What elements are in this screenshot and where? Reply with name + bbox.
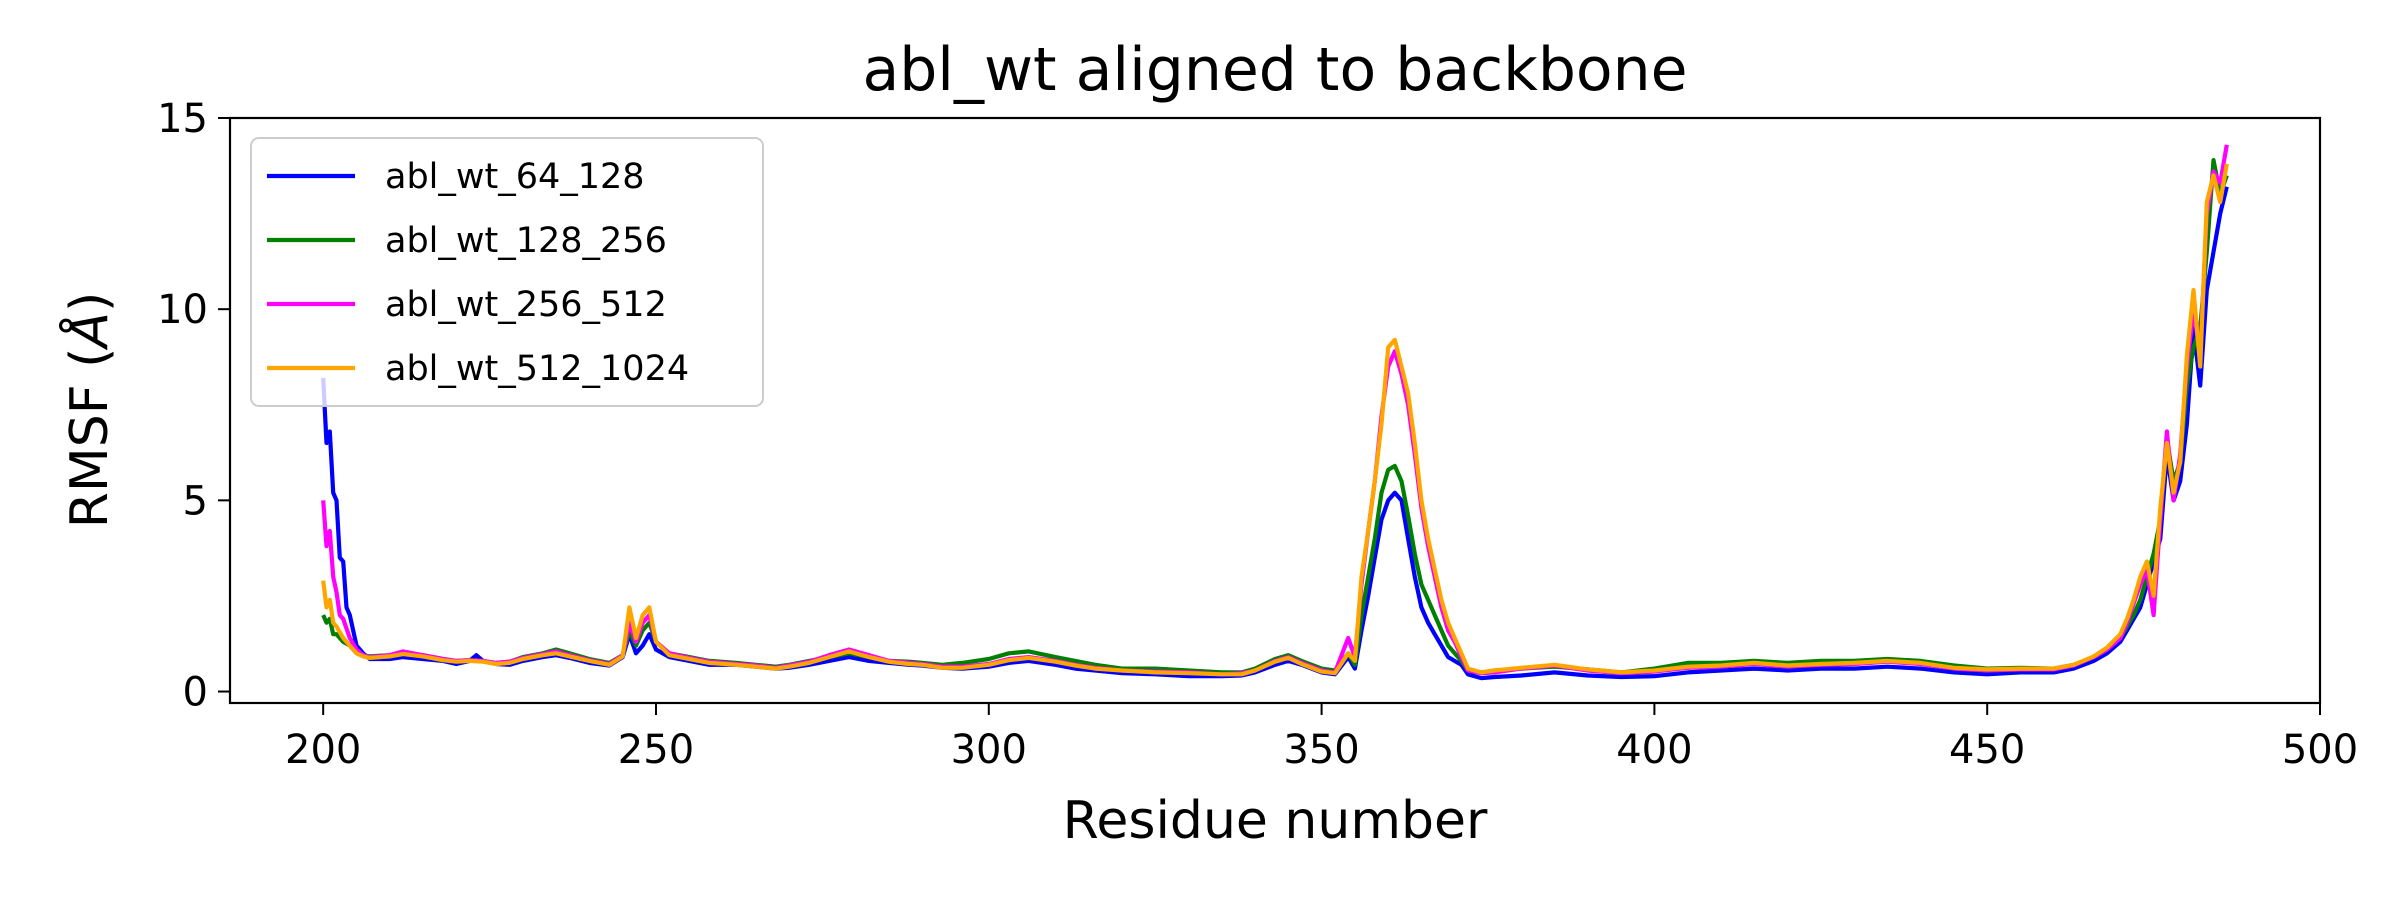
legend-label-abl_wt_256_512: abl_wt_256_512 [385,285,667,325]
y-axis-label-prefix: RMSF ( [60,348,120,529]
y-tick-label: 5 [183,478,208,524]
y-tick-label: 0 [183,670,208,716]
x-tick-label: 300 [951,727,1027,773]
legend-label-abl_wt_128_256: abl_wt_128_256 [385,221,667,261]
chart-title: abl_wt aligned to backbone [862,35,1687,105]
x-tick-label: 400 [1616,727,1692,773]
x-tick-label: 500 [2282,727,2358,773]
y-axis-label: RMSF (Å) [58,292,120,529]
x-axis-label: Residue number [1063,791,1488,851]
series-line-abl_wt_512_1024 [321,163,2229,677]
legend-label-abl_wt_64_128: abl_wt_64_128 [385,157,645,197]
x-tick-label: 350 [1283,727,1359,773]
x-axis-ticks: 200 250 300 350 400 450 500 [285,703,2358,773]
x-tick-label: 450 [1949,727,2025,773]
legend: abl_wt_64_128 abl_wt_128_256 abl_wt_256_51… [250,137,764,407]
x-tick-label: 200 [285,727,361,773]
x-tick-label: 250 [618,727,694,773]
plot-frame [228,116,2322,705]
series-layer [321,144,2229,681]
y-tick-label: 10 [157,287,208,333]
legend-box [250,137,764,407]
y-axis-label-unit: Å [58,312,120,351]
plot-area [228,116,2322,705]
legend-label-abl_wt_512_1024: abl_wt_512_1024 [385,349,689,389]
y-axis-label-suffix: ) [60,292,120,312]
y-axis-ticks: 0 5 10 15 [157,96,230,716]
y-tick-label: 15 [157,96,208,142]
